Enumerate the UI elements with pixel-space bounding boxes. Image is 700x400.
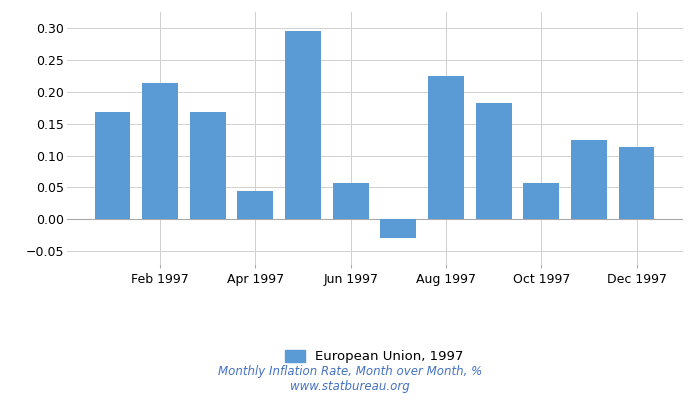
Bar [619, 147, 654, 219]
Bar [428, 76, 464, 219]
Bar [571, 140, 607, 219]
Bar [190, 112, 225, 219]
Bar [381, 219, 416, 238]
Bar [237, 191, 273, 219]
Bar [476, 103, 512, 219]
Legend: European Union, 1997: European Union, 1997 [285, 350, 464, 363]
Text: www.statbureau.org: www.statbureau.org [290, 380, 410, 393]
Text: Monthly Inflation Rate, Month over Month, %: Monthly Inflation Rate, Month over Month… [218, 365, 482, 378]
Bar [142, 84, 178, 219]
Bar [332, 183, 368, 219]
Bar [524, 183, 559, 219]
Bar [94, 112, 130, 219]
Bar [285, 30, 321, 219]
